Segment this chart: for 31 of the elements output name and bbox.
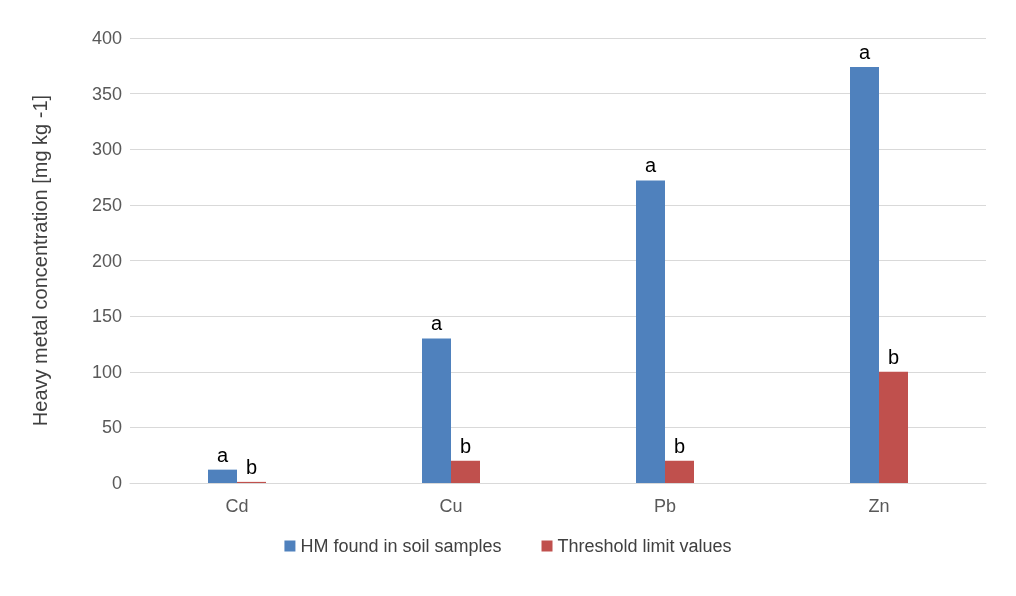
y-tick-label: 100 [91,361,122,382]
data-label: a [216,443,229,466]
y-tick-label: 200 [91,250,122,271]
y-axis-title: Heavy metal concentration [mg kg -1] [29,94,51,427]
data-label: a [858,40,871,63]
data-label: b [887,345,900,368]
x-tick-label: Zn [868,496,890,516]
data-label: a [430,312,443,335]
y-tick-label: 0 [111,473,122,493]
data-label: b [245,455,258,478]
y-tick-label: 350 [91,83,122,104]
y-tick-label: 150 [91,306,122,327]
x-tick-label: Pb [653,496,677,516]
bar [422,338,451,483]
legend-label: Threshold limit values [557,536,732,556]
bar [850,66,879,483]
x-tick-label: Cu [439,496,463,516]
data-label: b [673,434,686,457]
y-tick-label: 300 [91,139,122,160]
x-tick-label: Cd [225,496,249,516]
y-tick-label: 400 [91,28,122,48]
bar [208,469,237,483]
legend-label: HM found in soil samples [300,536,502,556]
bar [665,460,694,483]
data-label: a [644,154,657,177]
bar [879,371,908,483]
bar [451,460,480,483]
bar [636,180,665,483]
data-label: b [459,434,472,457]
y-tick-label: 250 [91,194,122,215]
y-tick-label: 50 [101,417,122,438]
